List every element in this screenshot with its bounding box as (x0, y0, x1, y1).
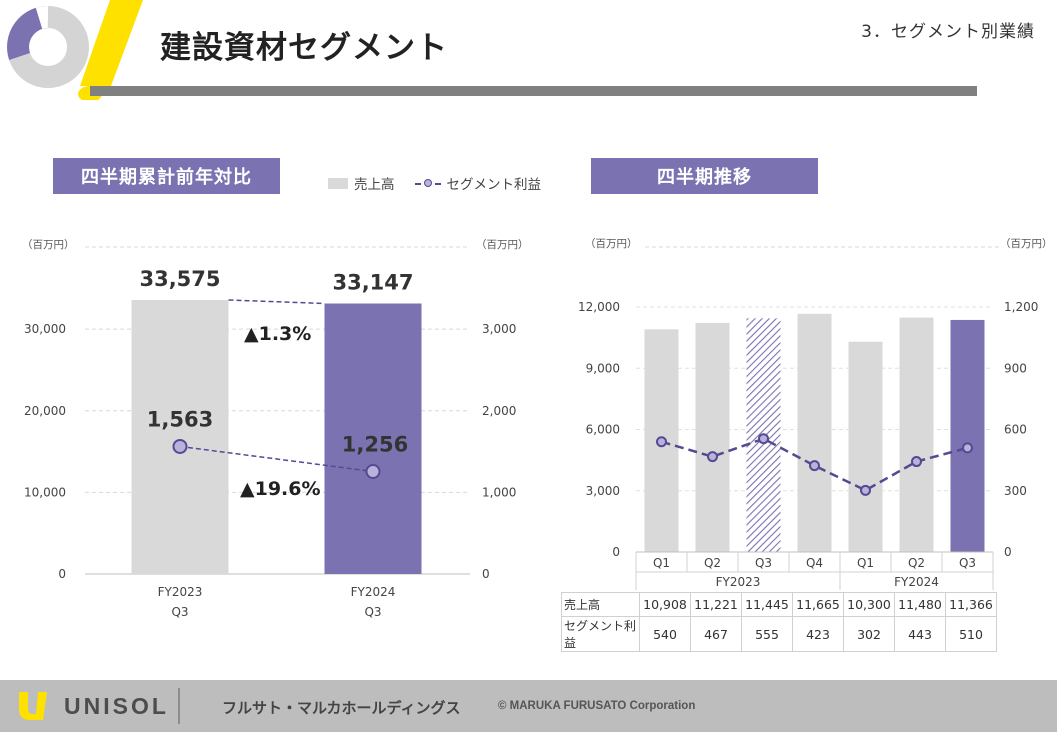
left-profit-value-label: 1,563 (147, 407, 213, 431)
right-profit-marker (809, 460, 820, 472)
left-x-category-label: FY2023 (158, 585, 203, 599)
table-cell: 11,480 (894, 592, 946, 617)
left-chart-unit-right: （百万円） (476, 239, 529, 251)
table-cell: 10,300 (843, 592, 895, 617)
sales-change-label: ▲1.3% (244, 323, 312, 345)
right-fiscal-year-label: FY2024 (894, 575, 939, 589)
table-cell: 302 (843, 616, 895, 652)
right-chart-label: 四半期推移 (591, 158, 818, 194)
table-cell: 11,665 (792, 592, 844, 617)
table-cell: 510 (945, 616, 997, 652)
page-title: 建設資材セグメント (160, 30, 448, 66)
legend-sales-swatch (328, 177, 348, 189)
left-y-tick-label: 20,000 (24, 404, 66, 418)
right-quarter-label: Q2 (704, 556, 721, 570)
table-cell: 443 (894, 616, 946, 652)
right-y2-tick-label: 600 (1004, 423, 1027, 437)
right-quarter-label: Q3 (959, 556, 976, 570)
right-sales-bar (899, 317, 934, 552)
table-row-sales: 売上高 10,908 11,221 11,445 11,665 10,300 11,480 1… (561, 592, 997, 617)
right-quarter-label: Q1 (653, 556, 670, 570)
donut-icon (7, 6, 89, 88)
table-cell: 11,221 (690, 592, 742, 617)
left-x-category-label: Q3 (171, 605, 188, 619)
left-profit-line (179, 445, 374, 473)
right-y2-tick-label: 300 (1004, 484, 1027, 498)
table-cell: 11,445 (741, 592, 793, 617)
left-y-tick-label: 10,000 (24, 485, 66, 499)
right-sales-bar (797, 313, 832, 552)
table-row-header: 売上高 (561, 592, 640, 617)
chart-legend: 売上高 セグメント利益 (328, 173, 541, 193)
left-profit-value-label: 1,256 (342, 432, 408, 456)
left-y2-tick-label: 3,000 (482, 322, 516, 336)
right-y2-tick-label: 1,200 (1004, 300, 1038, 314)
left-y-tick-label: 0 (58, 567, 66, 581)
right-profit-marker (911, 456, 922, 468)
left-profit-marker (172, 438, 188, 454)
table-row-profit: セグメント利益 540 467 555 423 302 443 510 (561, 616, 997, 652)
right-quarter-label: Q2 (908, 556, 925, 570)
right-sales-bar (848, 341, 883, 552)
right-chart-unit-left: （百万円） (585, 238, 638, 250)
legend-profit-line-icon (414, 177, 441, 189)
yellow-slash-icon (80, 0, 143, 86)
right-sales-bar (695, 322, 730, 552)
right-chart: 0 0 3,000 300 6,000 600 9,000 900 12,000 1,200 Q1 Q… (578, 246, 1038, 590)
left-y2-tick-label: 1,000 (482, 485, 516, 499)
right-quarter-label: Q3 (755, 556, 772, 570)
right-profit-marker (860, 484, 871, 496)
right-y-tick-label: 6,000 (586, 423, 620, 437)
header-bar (90, 86, 977, 96)
left-sales-bar (324, 303, 422, 574)
left-chart: 0 10,000 20,000 30,000 0 1,000 2,000 3,000 33,57… (24, 246, 516, 619)
unisol-logo-icon (19, 692, 47, 720)
footer-divider (178, 688, 180, 724)
right-quarter-label: Q4 (806, 556, 823, 570)
legend-profit-label: セグメント利益 (446, 177, 542, 193)
header-donut-logo (7, 0, 143, 100)
left-x-category-label: FY2024 (351, 585, 396, 599)
table-cell: 540 (639, 616, 691, 652)
table-cell: 467 (690, 616, 742, 652)
right-y-tick-label: 3,000 (586, 484, 620, 498)
table-cell: 555 (741, 616, 793, 652)
table-cell: 10,908 (639, 592, 691, 617)
left-y2-tick-label: 2,000 (482, 404, 516, 418)
profit-change-label: ▲19.6% (240, 478, 321, 500)
footer-company: フルサト・マルカホールディングス (222, 699, 461, 717)
right-y2-tick-label: 0 (1004, 545, 1012, 559)
left-profit-marker (365, 463, 381, 479)
left-sales-connector (228, 299, 325, 305)
table-row-header: セグメント利益 (561, 616, 640, 652)
right-profit-marker (707, 451, 718, 463)
right-profit-marker (758, 433, 769, 445)
footer-copyright: © MARUKA FURUSATO Corporation (498, 700, 696, 712)
right-y2-tick-label: 900 (1004, 361, 1027, 375)
right-y-tick-label: 9,000 (586, 361, 620, 375)
left-sales-value-label: 33,575 (139, 267, 220, 291)
left-sales-value-label: 33,147 (332, 270, 413, 294)
right-fiscal-year-label: FY2023 (716, 575, 761, 589)
right-profit-marker (656, 436, 667, 448)
table-cell: 11,366 (945, 592, 997, 617)
left-chart-unit-left: （百万円） (22, 239, 75, 251)
footer-brand: UNISOL (64, 693, 169, 719)
left-sales-bar (131, 300, 229, 574)
right-sales-bar (950, 319, 985, 552)
table-cell: 423 (792, 616, 844, 652)
left-chart-label: 四半期累計前年対比 (53, 158, 280, 194)
right-y-tick-label: 12,000 (578, 300, 620, 314)
right-profit-marker (962, 442, 973, 454)
left-y-tick-label: 30,000 (24, 322, 66, 336)
left-x-category-label: Q3 (364, 605, 381, 619)
legend-sales-label: 売上高 (354, 177, 395, 193)
data-table: 売上高 10,908 11,221 11,445 11,665 10,300 11,480 1… (561, 592, 997, 652)
section-label: 3．セグメント別業績 (861, 22, 1035, 42)
footer: UNISOL フルサト・マルカホールディングス © MARUKA FURUSAT… (0, 680, 1057, 732)
right-chart-unit-right: （百万円） (1000, 238, 1053, 250)
left-y2-tick-label: 0 (482, 567, 490, 581)
right-y-tick-label: 0 (612, 545, 620, 559)
right-quarter-label: Q1 (857, 556, 874, 570)
